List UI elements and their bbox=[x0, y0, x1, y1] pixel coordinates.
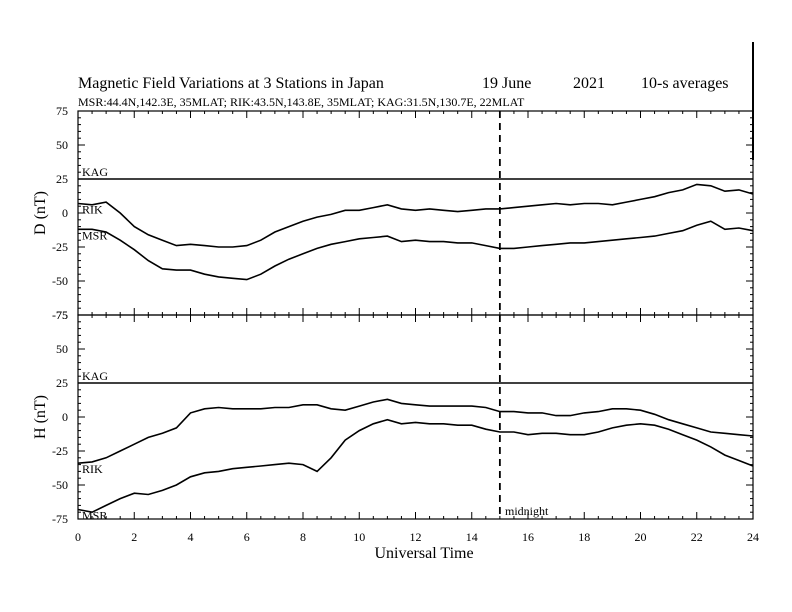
series-label-D-msr: MSR bbox=[82, 228, 107, 242]
chart-title: Magnetic Field Variations at 3 Stations … bbox=[78, 75, 384, 92]
x-tick-label: 24 bbox=[747, 530, 759, 544]
y-tick-label-D: -75 bbox=[52, 308, 68, 322]
x-tick-label: 4 bbox=[188, 530, 194, 544]
x-tick-label: 0 bbox=[75, 530, 81, 544]
y-tick-label-D: 25 bbox=[56, 172, 68, 186]
x-tick-label: 12 bbox=[410, 530, 422, 544]
series-line-D-rik bbox=[77, 183, 754, 248]
y-tick-label-H: -25 bbox=[52, 444, 68, 458]
y-tick-label-H: -75 bbox=[52, 512, 68, 526]
y-tick-label-D: -25 bbox=[52, 240, 68, 254]
chart-date-day: 19 June bbox=[482, 75, 531, 92]
y-tick-label-D: 75 bbox=[56, 104, 68, 118]
series-label-D-kag: KAG bbox=[82, 165, 108, 179]
y-tick-label-H: 50 bbox=[56, 342, 68, 356]
series-line-H-rik bbox=[77, 398, 754, 464]
x-tick-label: 16 bbox=[522, 530, 534, 544]
x-tick-label: 18 bbox=[578, 530, 590, 544]
midnight-label: midnight bbox=[505, 504, 549, 518]
x-tick-label: 14 bbox=[466, 530, 478, 544]
x-tick-label: 8 bbox=[300, 530, 306, 544]
chart-date-year: 2021 bbox=[573, 75, 605, 92]
chart-averaging: 10-s averages bbox=[641, 75, 729, 92]
y-tick-label-D: 50 bbox=[56, 138, 68, 152]
x-axis-label: Universal Time bbox=[374, 545, 473, 562]
series-label-D-rik: RIK bbox=[82, 202, 103, 216]
x-tick-label: 22 bbox=[691, 530, 703, 544]
y-tick-label-H: 0 bbox=[62, 410, 68, 424]
series-label-H-msr: MSR bbox=[82, 508, 107, 522]
chart-marks: 0 2 4 6 8 10 12 14 16 18 20 22 247550250-25-50-75KAG… bbox=[52, 104, 759, 544]
series-label-H-kag: KAG bbox=[82, 369, 108, 383]
panel-d-ylabel: D (nT) bbox=[32, 191, 49, 235]
panel-d-frame bbox=[77, 110, 754, 316]
station-info: MSR:44.4N,142.3E, 35MLAT; RIK:43.5N,143.… bbox=[78, 95, 525, 109]
y-tick-label-H: 75 bbox=[56, 308, 68, 322]
panel-h-ylabel: H (nT) bbox=[32, 395, 49, 439]
x-tick-label: 10 bbox=[353, 530, 365, 544]
x-tick-label: 2 bbox=[131, 530, 137, 544]
y-tick-label-H: -50 bbox=[52, 478, 68, 492]
y-tick-label-D: -50 bbox=[52, 274, 68, 288]
series-line-D-msr bbox=[78, 220, 754, 281]
series-label-H-rik: RIK bbox=[82, 462, 103, 476]
x-tick-label: 6 bbox=[244, 530, 250, 544]
y-tick-label-D: 0 bbox=[62, 206, 68, 220]
series-line-H-msr bbox=[77, 418, 754, 514]
x-tick-label: 20 bbox=[635, 530, 647, 544]
y-tick-label-H: 25 bbox=[56, 376, 68, 390]
panel-h-frame bbox=[77, 314, 754, 520]
